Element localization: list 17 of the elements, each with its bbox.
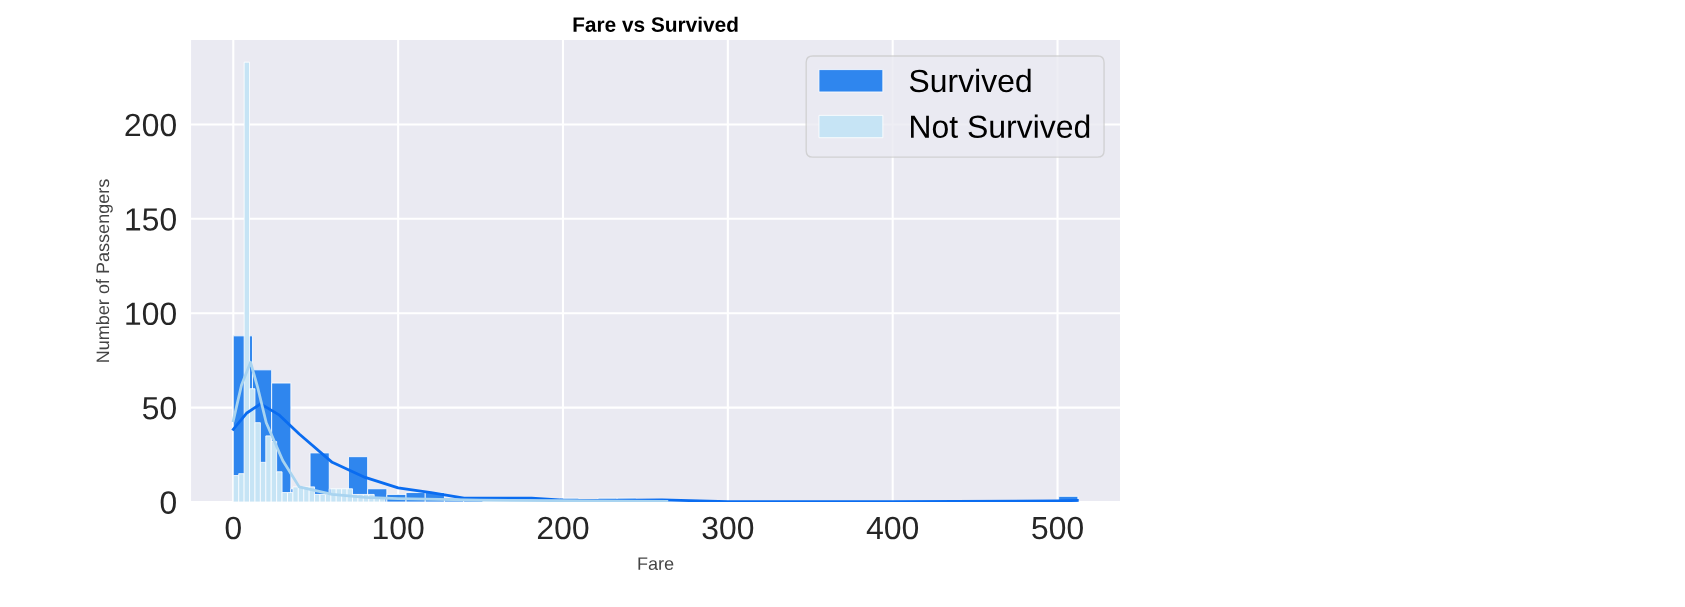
line-series <box>231 360 669 502</box>
x-tick-label: 200 <box>537 516 589 540</box>
y-tick-label: 0 <box>160 491 176 514</box>
y-axis-title: Number of Passengers <box>95 179 113 362</box>
y-tick-label: 50 <box>142 396 176 420</box>
legend-label: Survived <box>909 68 1031 93</box>
x-tick-label: 500 <box>1032 516 1083 540</box>
legend-label: Not Survived <box>911 114 1090 139</box>
y-tick-label: 200 <box>125 113 176 137</box>
y-tick-label: 100 <box>126 302 176 326</box>
y-tick-label: 150 <box>126 208 176 231</box>
x-tick-label: 300 <box>702 516 754 540</box>
chart-title: Fare vs Survived <box>573 16 738 32</box>
x-tick-label: 0 <box>225 516 241 540</box>
x-tick-label: 400 <box>866 516 919 540</box>
x-axis-title: Fare <box>638 557 674 571</box>
x-tick-label: 100 <box>373 516 424 540</box>
